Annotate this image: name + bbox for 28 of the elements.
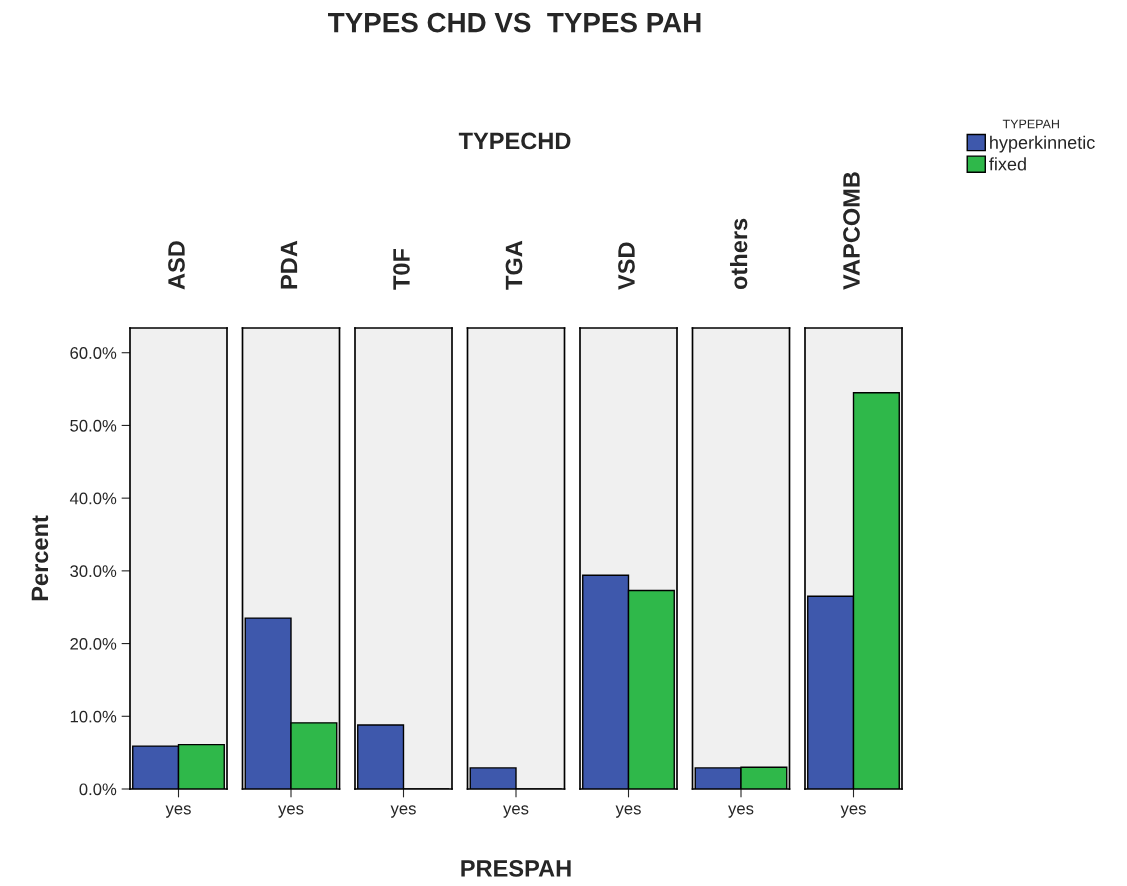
y-tick-label: 20.0% — [70, 637, 117, 650]
y-tick-label: 40.0% — [69, 492, 117, 505]
legend-title: TYPEPAH — [1002, 119, 1059, 129]
chart-title: PDA — [280, 240, 298, 289]
y-tick-label: 10.0% — [70, 710, 117, 723]
text: TYPES CHD VS TYPES PAH — [328, 12, 701, 33]
chart-title: VSD — [618, 242, 635, 290]
legend-label: hyperkinnetic — [990, 135, 1095, 153]
chart-title: VAPCOMB — [843, 172, 860, 290]
chart-title: others — [729, 218, 748, 290]
legend-label: fixed — [989, 157, 1026, 171]
text: TYPECHD — [458, 132, 571, 150]
chart-title: TGA — [505, 240, 523, 290]
x-tick-label: yes — [615, 805, 641, 818]
x-tick-label: yes — [390, 805, 416, 818]
y-tick-label: 0.0% — [79, 783, 117, 796]
chart-title: T0F — [393, 248, 410, 290]
x-tick-label: yes — [503, 805, 529, 818]
y-tick-label: 50.0% — [70, 419, 117, 432]
y-tick-label: 30.0% — [70, 565, 117, 578]
x-tick-label: yes — [278, 805, 304, 818]
x-tick-label: yes — [165, 805, 191, 818]
y-tick-label: 60.0% — [70, 347, 117, 359]
chart-title: ASD — [168, 241, 185, 290]
x-tick-label: yes — [728, 805, 754, 818]
x-axis-title: PRESPAH — [461, 860, 571, 877]
x-tick-label: yes — [840, 805, 866, 818]
y-axis-title: Percent — [31, 515, 49, 601]
